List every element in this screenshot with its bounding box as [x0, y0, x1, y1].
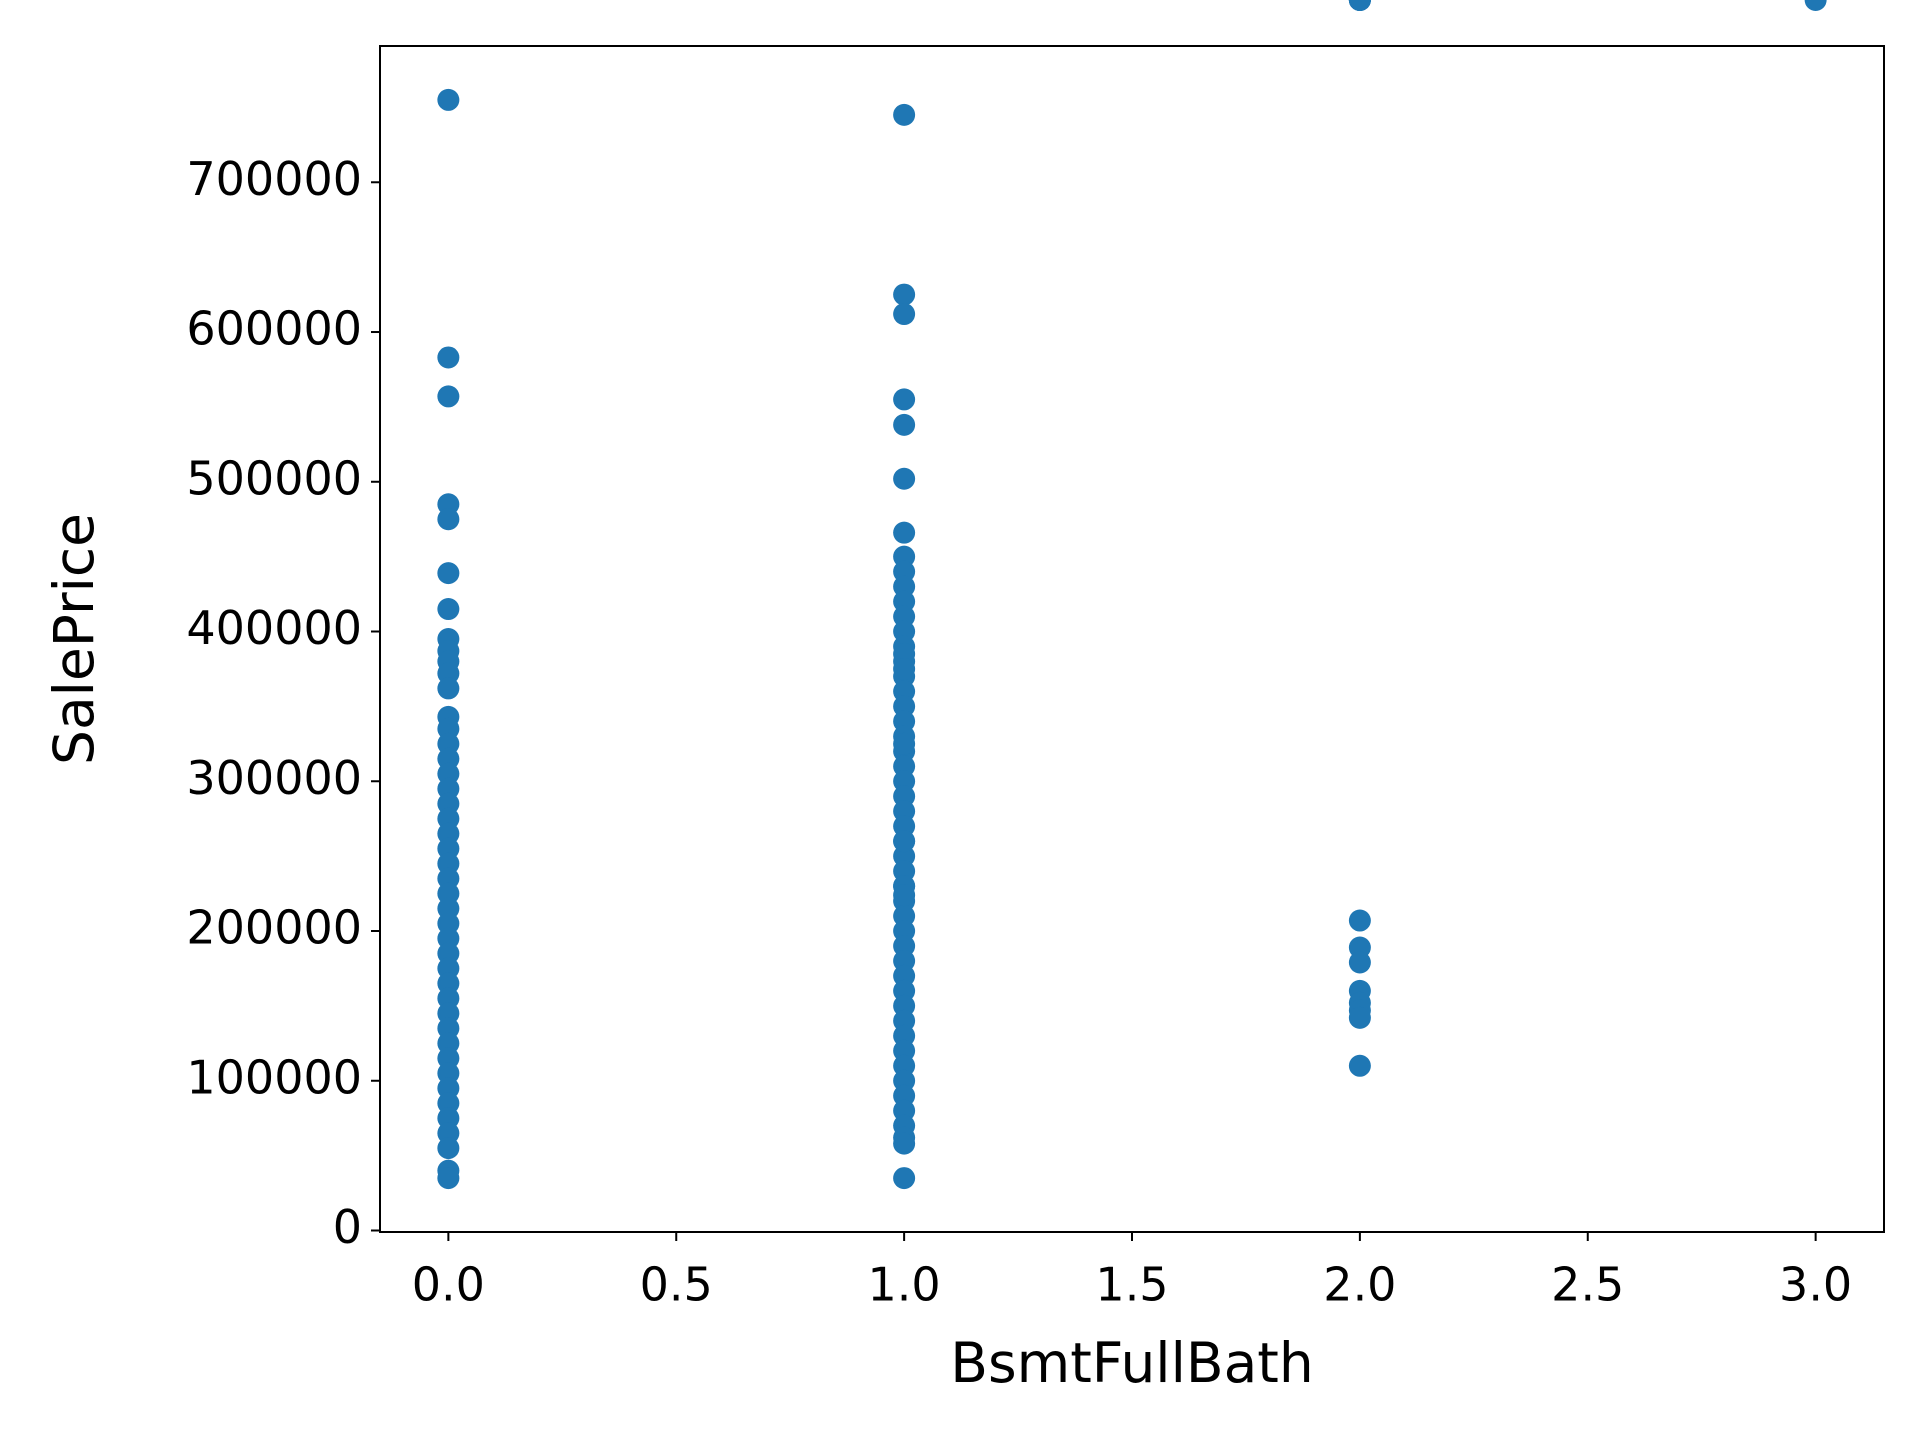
x-tick-label: 0.5: [640, 1258, 713, 1312]
x-tick-label: 0.0: [412, 1258, 485, 1312]
point: [893, 303, 916, 326]
point: [893, 283, 916, 306]
point: [893, 388, 916, 411]
point: [437, 598, 460, 621]
x-axis-label: BsmtFullBath: [950, 1331, 1313, 1395]
point: [437, 385, 460, 408]
y-tick-label: 0: [333, 1200, 362, 1254]
point: [893, 884, 916, 907]
point: [437, 1137, 460, 1160]
x-tick-label: 2.5: [1551, 1258, 1624, 1312]
point: [1348, 1006, 1371, 1029]
point: [1804, 0, 1827, 11]
x-tick-label: 1.0: [868, 1258, 941, 1312]
point: [1348, 909, 1371, 932]
y-tick-label: 400000: [186, 601, 362, 655]
x-tick-label: 3.0: [1779, 1258, 1852, 1312]
point: [893, 830, 916, 853]
y-tick-label: 300000: [186, 751, 362, 805]
y-tick-label: 600000: [186, 302, 362, 356]
point: [437, 562, 460, 585]
point: [1348, 951, 1371, 974]
point: [893, 521, 916, 544]
x-tick-label: 2.0: [1323, 1258, 1396, 1312]
point: [893, 1167, 916, 1190]
point: [437, 88, 460, 111]
y-tick-label: 500000: [186, 451, 362, 505]
point: [893, 103, 916, 126]
point: [893, 657, 916, 680]
y-tick-label: 100000: [186, 1050, 362, 1104]
x-tick-label: 1.5: [1095, 1258, 1168, 1312]
y-tick-label: 700000: [186, 152, 362, 206]
y-tick-label: 200000: [186, 901, 362, 955]
y-axis-label: SalePrice: [42, 513, 106, 765]
point: [893, 413, 916, 436]
point: [893, 1132, 916, 1155]
point: [437, 677, 460, 700]
point: [437, 346, 460, 369]
point: [893, 732, 916, 755]
plot-frame: [379, 45, 1885, 1233]
point: [1348, 1054, 1371, 1077]
point: [437, 508, 460, 531]
point: [437, 1167, 460, 1190]
point: [1348, 0, 1371, 11]
point: [893, 467, 916, 490]
